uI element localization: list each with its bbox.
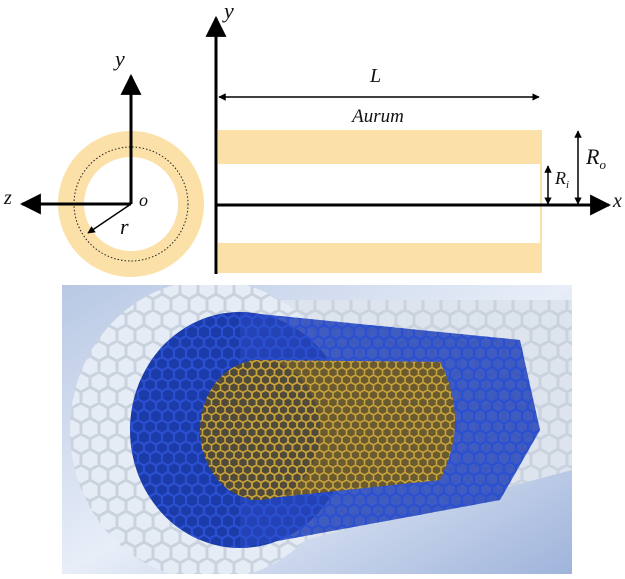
outer-radius-label: Ro bbox=[585, 144, 606, 172]
x-label: x bbox=[612, 190, 622, 212]
y-label: y bbox=[113, 46, 125, 71]
length-label: L bbox=[369, 65, 381, 87]
material-label: Aurum bbox=[350, 106, 404, 127]
figure: y z o r y x L Aurum Ro Ri bbox=[0, 0, 625, 574]
cross-section: y z o r bbox=[3, 46, 191, 264]
inner-radius-label: Ri bbox=[554, 168, 569, 191]
side-view: y x L Aurum Ro Ri bbox=[216, 0, 622, 274]
nanotube-image bbox=[62, 280, 572, 574]
radius-label: r bbox=[120, 214, 129, 239]
y-label: y bbox=[222, 0, 234, 23]
z-label: z bbox=[3, 187, 12, 209]
symbol: R bbox=[585, 144, 600, 169]
subscript: o bbox=[599, 157, 606, 172]
subscript: i bbox=[566, 179, 569, 191]
origin-label: o bbox=[139, 190, 148, 210]
symbol: R bbox=[554, 168, 566, 188]
